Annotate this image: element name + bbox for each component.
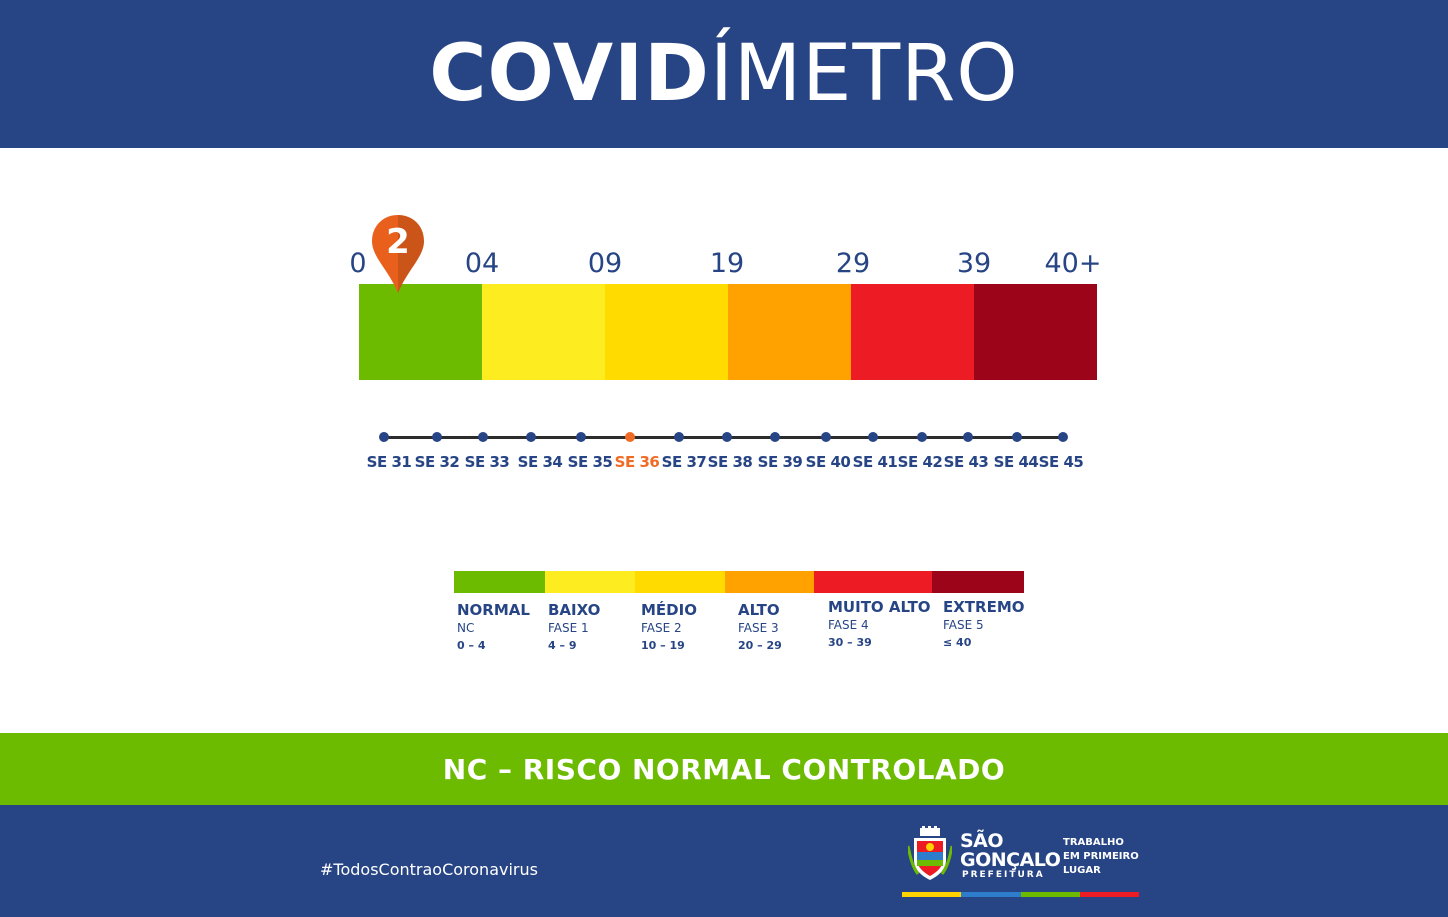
legend-range: 20 – 29 <box>738 639 782 652</box>
city-crest-icon <box>908 826 952 880</box>
current-value-label: 2 <box>386 222 410 262</box>
logo-line-2: GONÇALO <box>960 849 1061 871</box>
legend-range: 10 – 19 <box>641 639 685 652</box>
legend-item: MÉDIO FASE 2 10 – 19 <box>641 600 697 654</box>
timeline-dot <box>963 432 973 442</box>
status-banner: NC – RISCO NORMAL CONTROLADO <box>0 733 1448 805</box>
legend-item: ALTO FASE 3 20 – 29 <box>738 600 782 654</box>
timeline-dot <box>674 432 684 442</box>
scale-number: 39 <box>956 248 992 279</box>
timeline-week-label: SE 37 <box>661 453 707 471</box>
timeline-dot <box>868 432 878 442</box>
timeline-dot <box>526 432 536 442</box>
scale-number: 04 <box>464 248 500 279</box>
risk-segment-baixo <box>482 284 605 380</box>
title-bold-part: COVID <box>429 29 710 119</box>
timeline-dot <box>432 432 442 442</box>
timeline-dot <box>625 432 635 442</box>
legend-color-bar <box>454 571 1024 593</box>
timeline-week-label: SE 44 <box>993 453 1039 471</box>
timeline-week-label: SE 35 <box>567 453 613 471</box>
slogan-line: LUGAR <box>1063 865 1101 876</box>
legend-phase: NC <box>457 621 475 635</box>
legend-phase: FASE 1 <box>548 621 589 635</box>
footer <box>0 805 1448 917</box>
page-title: COVIDÍMETRO <box>429 35 1018 113</box>
risk-segment-extremo <box>974 284 1097 380</box>
logo-stripe <box>1020 892 1080 897</box>
timeline-week-label: SE 41 <box>852 453 898 471</box>
slogan-line: EM PRIMEIRO <box>1063 851 1139 862</box>
timeline-dot <box>917 432 927 442</box>
timeline-dot <box>379 432 389 442</box>
legend-item: NORMAL NC 0 – 4 <box>457 600 530 654</box>
legend-phase: FASE 4 <box>828 618 869 632</box>
timeline-week-label: SE 33 <box>464 453 510 471</box>
timeline-dot <box>1058 432 1068 442</box>
legend-phase: FASE 3 <box>738 621 779 635</box>
logo-stripe <box>902 892 962 897</box>
legend-name: ALTO <box>738 601 780 619</box>
legend-swatch-normal <box>454 571 545 593</box>
logo-color-stripes <box>902 892 1139 897</box>
legend-name: NORMAL <box>457 601 530 619</box>
logo-subtitle: PREFEITURA <box>962 870 1045 880</box>
legend-item: MUITO ALTO FASE 4 30 – 39 <box>828 597 931 651</box>
timeline-week-label: SE 34 <box>517 453 563 471</box>
legend-range: ≤ 40 <box>943 636 972 649</box>
legend-swatch-medio <box>635 571 725 593</box>
timeline-week-label: SE 45 <box>1038 453 1084 471</box>
legend-swatch-extremo <box>932 571 1024 593</box>
timeline-dot <box>1012 432 1022 442</box>
legend-range: 0 – 4 <box>457 639 486 652</box>
legend-range: 30 – 39 <box>828 636 872 649</box>
timeline-dot <box>770 432 780 442</box>
risk-segment-alto <box>728 284 851 380</box>
header-banner: COVIDÍMETRO <box>0 0 1448 148</box>
legend-item: BAIXO FASE 1 4 – 9 <box>548 600 600 654</box>
timeline-week-label: SE 39 <box>757 453 803 471</box>
risk-scale-bar <box>359 284 1097 380</box>
risk-segment-normal <box>359 284 482 380</box>
timeline-dot <box>478 432 488 442</box>
legend-phase: FASE 2 <box>641 621 682 635</box>
legend-name: BAIXO <box>548 601 601 619</box>
logo-slogan: TRABALHO EM PRIMEIRO LUGAR <box>1063 836 1139 878</box>
scale-number: 09 <box>587 248 623 279</box>
legend-swatch-baixo <box>545 571 635 593</box>
legend-name: MUITO ALTO <box>828 598 931 616</box>
legend-phase: FASE 5 <box>943 618 984 632</box>
logo-stripe <box>961 892 1021 897</box>
timeline-week-label: SE 32 <box>414 453 460 471</box>
legend-name: MÉDIO <box>641 601 697 619</box>
risk-segment-medio <box>605 284 728 380</box>
timeline-week-label: SE 38 <box>707 453 753 471</box>
scale-number: 0 <box>349 248 367 279</box>
hashtag-text: #TodosContraoCoronavirus <box>320 860 538 879</box>
title-light-part: ÍMETRO <box>709 29 1019 119</box>
timeline-week-label: SE 42 <box>897 453 943 471</box>
legend-swatch-alto <box>725 571 814 593</box>
map-pin-icon <box>372 215 424 293</box>
legend-item: EXTREMO FASE 5 ≤ 40 <box>943 597 1025 651</box>
timeline-week-label: SE 31 <box>366 453 412 471</box>
status-text: NC – RISCO NORMAL CONTROLADO <box>442 752 1006 786</box>
logo-line-1: SÃO <box>960 830 1004 852</box>
timeline-week-label: SE 36 <box>614 453 660 471</box>
timeline-week-label: SE 40 <box>805 453 851 471</box>
scale-number: 29 <box>835 248 871 279</box>
timeline-dot <box>722 432 732 442</box>
logo-stripe <box>1079 892 1139 897</box>
timeline-week-label: SE 43 <box>943 453 989 471</box>
timeline-dot <box>821 432 831 442</box>
legend-name: EXTREMO <box>943 598 1025 616</box>
legend-range: 4 – 9 <box>548 639 577 652</box>
risk-segment-muito-alto <box>851 284 974 380</box>
city-logo-name: SÃO GONÇALO <box>960 830 1061 871</box>
slogan-line: TRABALHO <box>1063 837 1124 848</box>
scale-number: 19 <box>709 248 745 279</box>
timeline-dot <box>576 432 586 442</box>
legend-swatch-muito-alto <box>814 571 932 593</box>
scale-number: 40+ <box>1044 248 1102 279</box>
